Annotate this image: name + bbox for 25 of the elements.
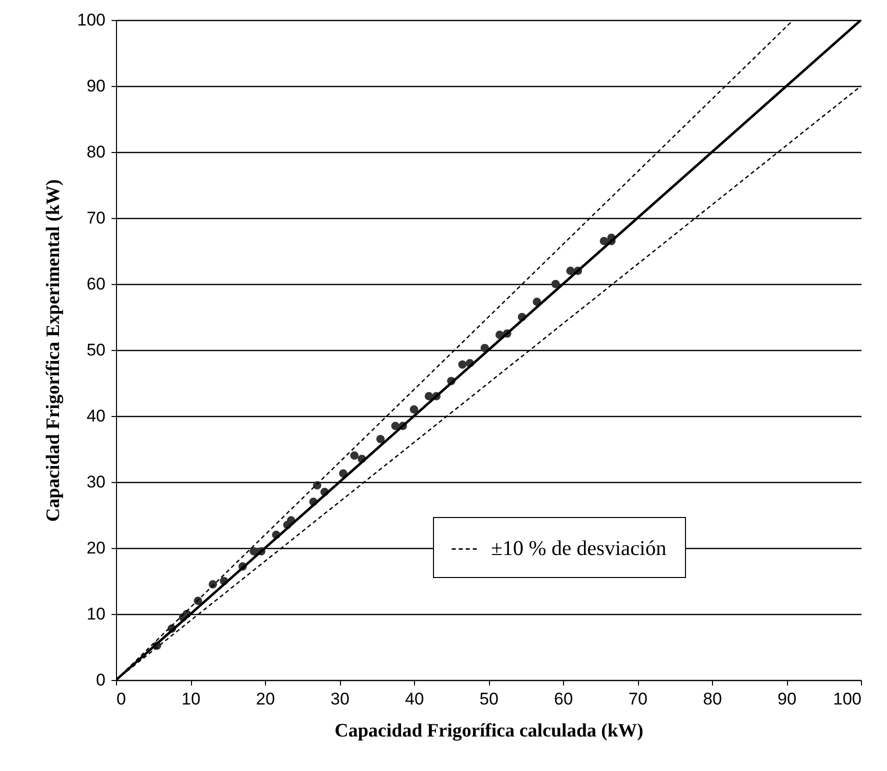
x-tick-label: 30 — [330, 690, 350, 708]
y-tick-label: 50 — [86, 340, 106, 360]
y-tick-label: 40 — [86, 406, 106, 426]
y-tick-label: 100 — [77, 10, 106, 30]
x-tick-label: 90 — [778, 690, 796, 708]
x-tick-label: 100 — [833, 690, 862, 708]
x-tick-label: 60 — [554, 690, 573, 708]
x-tick-label: 10 — [182, 690, 200, 708]
x-tick-label: 50 — [480, 690, 498, 708]
x-tick-label: 0 — [116, 690, 126, 708]
x-tick-label: 40 — [405, 690, 424, 708]
x-tick-label: 20 — [256, 690, 275, 708]
y-tick-label: 60 — [86, 274, 106, 294]
y-tick-label: 0 — [96, 670, 106, 690]
y-tick-label: 30 — [86, 472, 106, 492]
y-tick-label: 70 — [86, 208, 106, 228]
legend-label: ±10 % de desviación — [491, 536, 667, 560]
x-tick-label: 80 — [703, 690, 722, 708]
y-tick-label: 10 — [86, 604, 106, 624]
y-axis-title: Capacidad Frigorífica Experimental (kW) — [43, 179, 64, 522]
x-axis-title: Capacidad Frigorífica calculada (kW) — [334, 720, 644, 742]
y-tick-label: 80 — [86, 142, 106, 162]
y-tick-label: 20 — [86, 538, 106, 558]
y-tick-label: 90 — [86, 76, 106, 96]
x-tick-label: 70 — [628, 690, 648, 708]
